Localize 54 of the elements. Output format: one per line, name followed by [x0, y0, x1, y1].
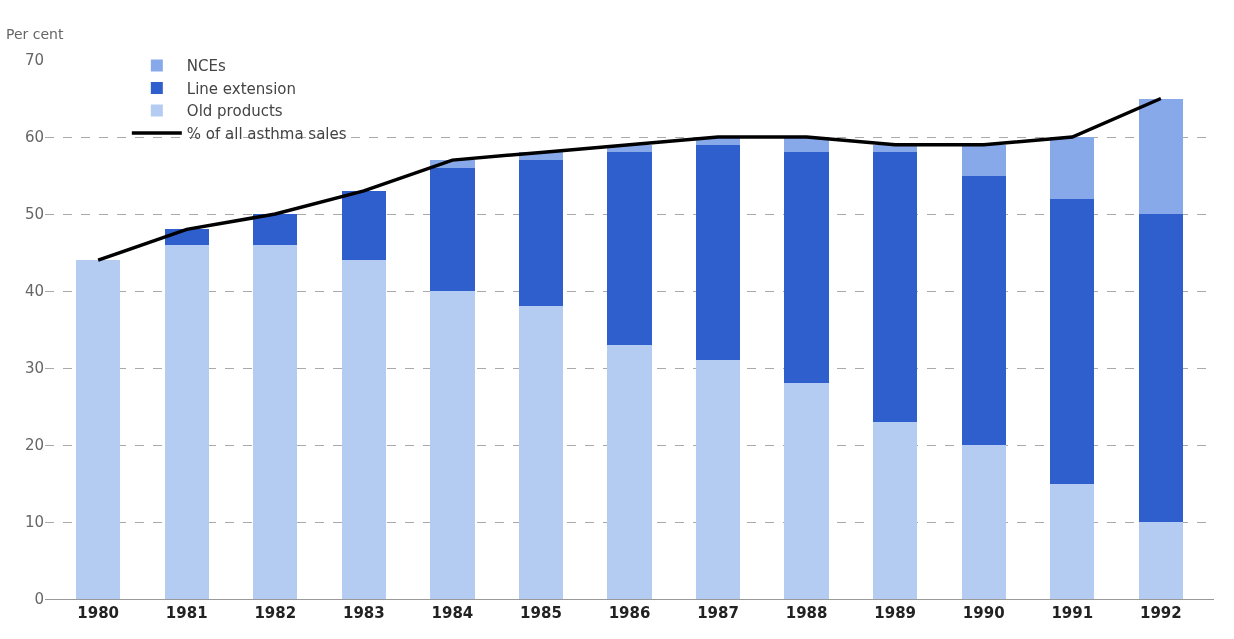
bar [1050, 483, 1095, 599]
bar [1138, 214, 1183, 522]
bar [253, 214, 298, 245]
bar [341, 190, 386, 261]
bar [784, 152, 829, 384]
y-tick-label: 60 [24, 128, 44, 147]
y-tick-label: 30 [24, 359, 44, 378]
x-tick-label: 1984 [431, 604, 474, 622]
x-tick-label: 1987 [697, 604, 739, 622]
x-tick-label: 1988 [785, 604, 828, 622]
bar [607, 152, 652, 345]
bar [430, 167, 475, 291]
bar [76, 260, 121, 599]
bar [518, 160, 564, 307]
bar [607, 344, 652, 599]
x-tick-label: 1983 [342, 604, 385, 622]
bar [1050, 137, 1095, 199]
x-tick-label: 1990 [962, 604, 1005, 622]
bar [1050, 198, 1095, 484]
bar [695, 144, 741, 361]
y-tick-label: 50 [24, 205, 44, 224]
bar [784, 383, 829, 599]
legend-label: NCEs [186, 57, 226, 76]
x-tick-label: 1981 [165, 604, 208, 622]
y-axis-title: Per cent [6, 26, 64, 42]
legend-label: % of all asthma sales [186, 124, 347, 143]
bar [341, 260, 386, 599]
y-tick-label: 70 [24, 51, 44, 70]
legend-label: Old products [186, 102, 283, 121]
x-tick-label: 1985 [520, 604, 562, 622]
x-tick-label: 1992 [1139, 604, 1182, 622]
bar [518, 306, 564, 599]
legend-label: Line extension [186, 79, 296, 98]
bar [1138, 98, 1183, 214]
bar [430, 291, 475, 599]
bar [253, 244, 298, 599]
x-tick-label: 1986 [608, 604, 651, 622]
bar [695, 360, 741, 599]
bar [961, 445, 1006, 599]
y-tick-label: 40 [24, 282, 44, 301]
line-series [96, 96, 1163, 262]
bar [961, 175, 1006, 445]
bar [164, 244, 209, 599]
bar [1138, 522, 1183, 599]
bar [961, 144, 1006, 176]
x-tick-label: 1982 [254, 604, 297, 622]
x-tick-label: 1980 [77, 604, 120, 622]
bar [873, 152, 918, 422]
y-tick-label: 20 [24, 436, 44, 455]
y-tick-label: 0 [34, 590, 44, 609]
bar [873, 421, 918, 599]
x-tick-label: 1989 [874, 604, 917, 622]
x-tick-label: 1991 [1051, 604, 1094, 622]
y-tick-label: 10 [24, 513, 44, 532]
